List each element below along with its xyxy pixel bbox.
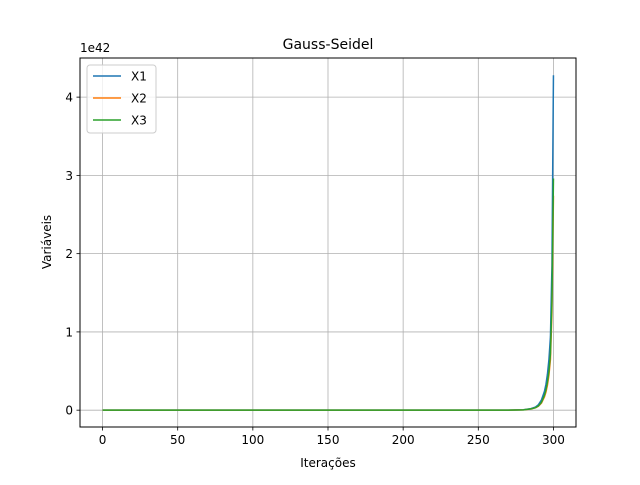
x-tick-label: 200: [392, 433, 415, 447]
y-tick-label: 4: [65, 91, 73, 105]
chart-title: Gauss-Seidel: [283, 37, 374, 53]
legend-label: X2: [131, 92, 147, 106]
axis-ticks: 0 50 100 150 200 250 300 0 1 2 3 4: [65, 91, 565, 447]
legend-label: X1: [131, 70, 147, 84]
x-tick-label: 0: [99, 433, 107, 447]
series-line-x3: [102, 178, 555, 411]
y-tick-label: 2: [65, 247, 73, 261]
legend: X1 X2 X3: [86, 64, 157, 134]
x-tick-label: 100: [241, 433, 264, 447]
x-tick-label: 300: [542, 433, 565, 447]
y-offset-label: 1e42: [80, 41, 110, 55]
y-tick-label: 3: [65, 169, 73, 183]
x-axis-label: Iterações: [300, 456, 356, 470]
x-tick-label: 150: [317, 433, 340, 447]
series-lines: [102, 75, 555, 411]
grid: [80, 58, 576, 427]
x-tick-label: 250: [467, 433, 490, 447]
x-tick-label: 50: [170, 433, 185, 447]
y-axis-label: Variáveis: [40, 215, 54, 269]
y-tick-label: 0: [65, 404, 73, 418]
legend-label: X3: [131, 114, 147, 128]
y-tick-label: 1: [65, 325, 73, 339]
legend-box: [86, 64, 157, 134]
